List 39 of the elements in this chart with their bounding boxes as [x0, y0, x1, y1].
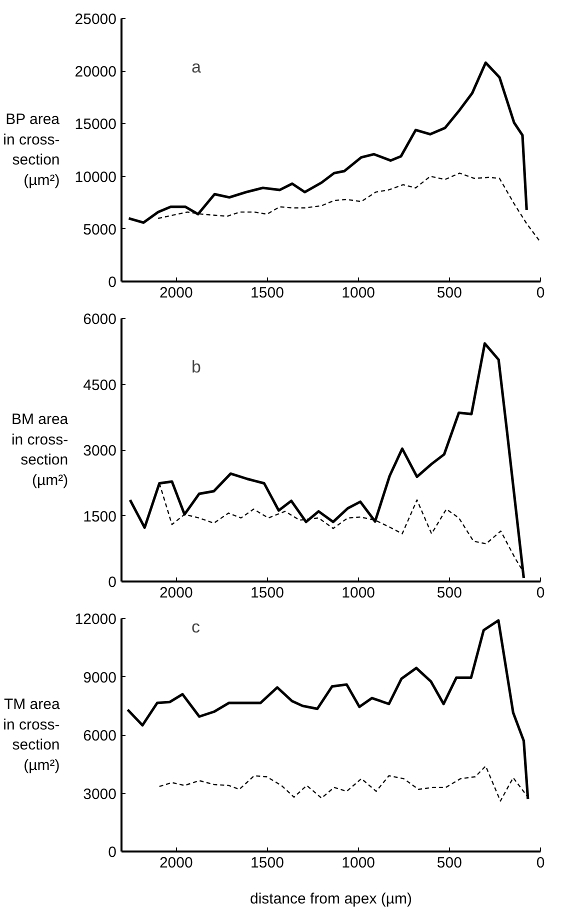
x-tick-label: 500	[436, 584, 462, 602]
annotation: a	[192, 58, 202, 76]
y-tick-label: 3000	[83, 442, 117, 460]
y-axis-title: BP area in cross- section (µm²)	[3, 110, 60, 190]
x-tick-label: 0	[536, 284, 545, 302]
x-tick-label: 2000	[159, 854, 193, 872]
y-tick-label: 6000	[83, 728, 117, 744]
y-tick-label: 10000	[74, 168, 117, 186]
y-tick-label: 25000	[74, 11, 117, 28]
x-tick-label: 1000	[342, 284, 376, 302]
line-series	[128, 342, 526, 580]
x-tick-label: 1000	[342, 854, 376, 872]
x-tick-label: 0	[536, 854, 545, 872]
x-tick-label: 0	[536, 584, 545, 602]
y-axis-title: BM area in cross- section (µm²)	[11, 410, 69, 490]
annotation: b	[192, 358, 201, 376]
x-tick-label: 1500	[250, 284, 284, 302]
x-tick-label: 500	[436, 854, 462, 872]
y-tick-label: 5000	[83, 221, 117, 238]
x-tick-label: 2000	[159, 584, 193, 602]
x-tick-label: 1500	[250, 584, 284, 602]
annotation: c	[192, 618, 200, 636]
x-tick-label: 1000	[342, 584, 376, 602]
y-tick-label: 12000	[74, 611, 117, 628]
y-tick-label: 15000	[74, 116, 117, 134]
y-axis-title: TM area in cross- section (µm²)	[3, 696, 60, 774]
x-tick-label: 1500	[250, 854, 284, 872]
y-tick-label: 20000	[74, 64, 117, 81]
y-tick-label: 9000	[83, 669, 117, 686]
x-axis-title: distance from apex (µm)	[250, 890, 412, 908]
y-tick-label: 4500	[83, 376, 117, 394]
y-tick-label: 0	[108, 274, 116, 291]
y-tick-label: 0	[108, 844, 116, 861]
y-tick-label: 0	[108, 574, 116, 591]
x-tick-label: 2000	[159, 284, 193, 302]
y-tick-label: 6000	[83, 311, 117, 328]
y-tick-label: 3000	[83, 786, 117, 803]
y-tick-label: 1500	[83, 508, 117, 526]
x-tick-label: 500	[436, 284, 462, 302]
